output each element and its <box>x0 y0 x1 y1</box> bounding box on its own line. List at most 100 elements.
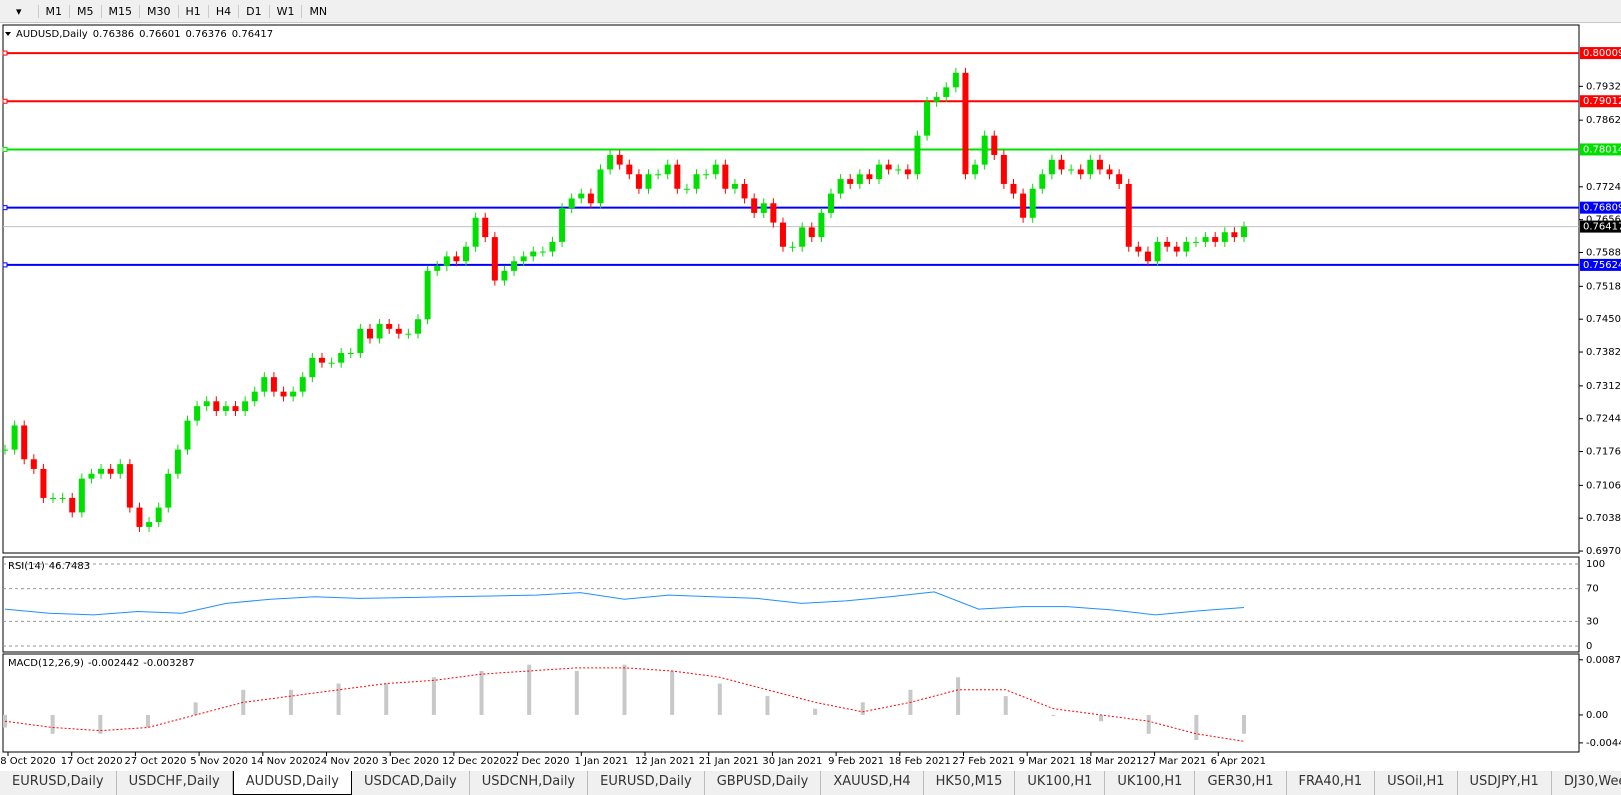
chart-tab[interactable]: USDJPY,H1 <box>1458 771 1552 795</box>
chart-tab[interactable]: USDCAD,Daily <box>352 771 470 795</box>
level-label: 0.79012 <box>1583 96 1621 107</box>
timeframe-button[interactable]: D1 <box>238 4 268 18</box>
candle-body <box>808 227 815 238</box>
timeframe-button[interactable]: H4 <box>207 4 238 18</box>
candle-body <box>674 164 681 189</box>
level-handle <box>2 146 8 152</box>
candle-body <box>991 135 998 155</box>
candle-body <box>59 497 66 499</box>
candle-body <box>347 353 354 355</box>
menu-icon[interactable]: ▾ <box>16 4 22 18</box>
candle-body <box>2 449 8 451</box>
chart-tab[interactable]: USDCHF,Daily <box>117 771 233 795</box>
chart-tab[interactable]: DJ30,Weekly <box>1552 771 1621 795</box>
chart-tab[interactable]: EURUSD,Daily <box>0 771 117 795</box>
chart-tab[interactable]: UK100,H1 <box>1015 771 1106 795</box>
candle-body <box>731 183 738 189</box>
collapse-arrow <box>5 32 11 36</box>
candle-body <box>50 497 57 499</box>
candle-body <box>88 473 95 479</box>
candle-body <box>943 87 950 97</box>
macd-bar <box>956 677 961 715</box>
rsi-line <box>4 591 1245 616</box>
candle-body <box>837 179 844 194</box>
timeframe-button[interactable]: M1 <box>37 4 70 18</box>
macd-panel <box>2 653 1580 753</box>
rsi-name: RSI(14) <box>8 561 45 572</box>
x-tick-label: 12 Jan 2021 <box>635 756 695 767</box>
candle-body <box>270 377 277 392</box>
candle-body <box>1029 188 1036 218</box>
level-label: 0.80009 <box>1583 48 1621 59</box>
timeframe-button[interactable]: M30 <box>139 4 178 18</box>
x-tick-label: 9 Mar 2021 <box>1019 756 1076 767</box>
candle-body <box>434 266 441 271</box>
candle-body <box>357 328 364 354</box>
candle-body <box>69 497 76 513</box>
timeframe-button[interactable]: M5 <box>69 4 101 18</box>
macd-bar <box>717 683 722 715</box>
macd-bar <box>1051 714 1056 716</box>
x-tick-label: 1 Jan 2021 <box>575 756 629 767</box>
candle-body <box>299 377 306 392</box>
candle-body <box>799 227 806 247</box>
timeframe-button[interactable]: MN <box>301 4 334 18</box>
macd-bar <box>860 702 865 715</box>
macd-bar <box>479 670 484 715</box>
candle-body <box>885 164 892 170</box>
level-handle <box>2 98 8 104</box>
timeframe-button[interactable]: W1 <box>268 4 302 18</box>
x-tick-label: 24 Nov 2020 <box>314 756 378 767</box>
candle-body <box>866 174 873 180</box>
chart-tab[interactable]: AUDUSD,Daily <box>232 771 352 795</box>
timeframe-button[interactable]: M15 <box>100 4 140 18</box>
x-tick-label: 30 Jan 2021 <box>762 756 822 767</box>
macd-bar <box>1099 714 1104 722</box>
macd-bar <box>765 696 770 715</box>
candle-body <box>11 425 18 450</box>
chart-tab[interactable]: USOil,H1 <box>1375 771 1458 795</box>
chart-tab[interactable]: HK50,M15 <box>924 771 1016 795</box>
chart-tab[interactable]: USDCNH,Daily <box>470 771 589 795</box>
level-label-box <box>1580 95 1621 108</box>
candle-body <box>1231 232 1238 238</box>
chart-tab[interactable]: GBPUSD,Daily <box>705 771 822 795</box>
x-tick-label: 5 Nov 2020 <box>190 756 248 767</box>
chart-tab[interactable]: GER30,H1 <box>1195 771 1287 795</box>
x-tick-label: 9 Feb 2021 <box>828 756 884 767</box>
candle-body <box>559 208 566 242</box>
rsi-tick-label: 70 <box>1586 584 1599 595</box>
candle-body <box>645 174 652 189</box>
level-handle <box>2 262 8 268</box>
rsi-header: RSI(14) 46.7483 <box>8 561 90 572</box>
macd-main-value: -0.002442 <box>88 658 139 669</box>
macd-bar <box>145 714 150 728</box>
candle-body <box>376 324 383 339</box>
chart-tab[interactable]: XAUUSD,H4 <box>821 771 924 795</box>
chart-tab[interactable]: FRA40,H1 <box>1287 771 1376 795</box>
candle-body <box>338 353 345 363</box>
rsi-tick-label: 30 <box>1586 616 1599 627</box>
candle-body <box>1173 246 1180 252</box>
candle-body <box>818 212 825 238</box>
candle-body <box>635 174 642 189</box>
candle-body <box>751 198 758 213</box>
chart-tab[interactable]: UK100,H1 <box>1105 771 1196 795</box>
candle-body <box>165 473 172 508</box>
macd-bar <box>288 689 293 715</box>
chart-tab[interactable]: EURUSD,Daily <box>588 771 705 795</box>
timeframe-button[interactable]: H1 <box>177 4 208 18</box>
macd-bar <box>813 708 818 715</box>
x-tick-label: 3 Dec 2020 <box>381 756 439 767</box>
candle-body <box>712 164 719 175</box>
candle-body <box>184 420 191 450</box>
level-label-box <box>1580 201 1621 214</box>
